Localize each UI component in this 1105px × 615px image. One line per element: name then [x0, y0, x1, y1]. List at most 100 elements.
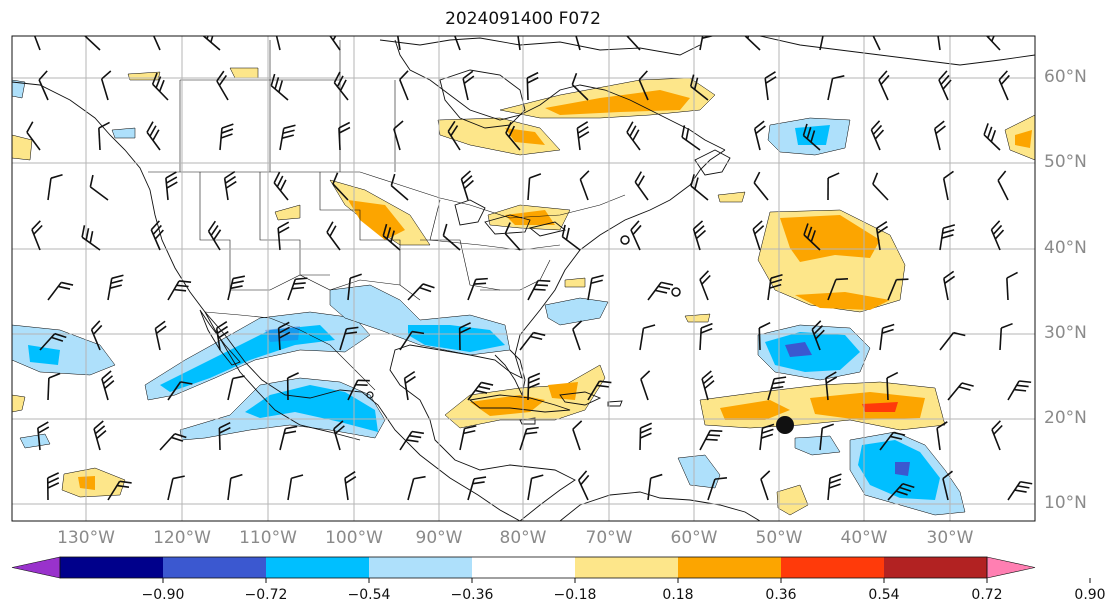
lat-lon-grid	[12, 36, 1035, 521]
puerto-rico	[607, 400, 623, 407]
wind-barb	[1006, 271, 1018, 301]
latitude-label: 40°N	[1044, 238, 1087, 258]
wind-barb	[811, 320, 825, 351]
wind-barb	[333, 420, 345, 451]
wind-barb	[347, 379, 370, 401]
colorbar-segment	[60, 557, 164, 578]
wind-barb	[803, 223, 821, 251]
map-frame	[11, 35, 1036, 522]
latitude-label: 10°N	[1044, 493, 1087, 513]
longitude-label: 60°W	[670, 528, 718, 548]
wind-barb	[579, 170, 590, 201]
wind-barb	[936, 36, 941, 51]
anomaly-region	[545, 90, 690, 115]
wind-barb	[333, 71, 349, 101]
state-border	[319, 172, 401, 285]
baja-california	[199, 309, 241, 366]
anomaly-region	[12, 134, 33, 161]
wind-barb	[151, 72, 169, 101]
colorbar-tick-label: −0.72	[244, 587, 288, 603]
anomaly-region	[794, 435, 841, 456]
wind-barb	[879, 431, 906, 451]
wind-barb-layer	[26, 36, 1033, 501]
wind-barb	[390, 173, 409, 201]
wind-barb	[527, 279, 551, 301]
state-border	[429, 199, 561, 251]
wind-barb	[990, 220, 1005, 251]
wind-barb	[218, 421, 231, 451]
wind-barb	[399, 330, 425, 351]
wind-barb	[38, 70, 49, 101]
wind-barb	[39, 332, 67, 351]
storm-center-marker	[776, 416, 794, 434]
anomaly-region	[274, 204, 301, 221]
wind-barb	[640, 370, 651, 401]
wind-barb	[984, 36, 1001, 51]
wind-barb	[227, 275, 246, 301]
wind-barb	[526, 71, 539, 101]
wind-barb	[382, 223, 401, 251]
wind-barb	[1007, 380, 1032, 401]
wind-barb	[154, 320, 167, 351]
wind-barb	[827, 75, 845, 101]
state-border	[230, 274, 421, 301]
wind-barb	[504, 222, 521, 251]
state-border	[199, 172, 231, 290]
anomaly-region	[505, 128, 545, 145]
wind-barb	[947, 382, 974, 401]
wind-barb	[286, 372, 299, 401]
wind-barb	[150, 36, 161, 51]
colorbar-tick-label: −0.36	[450, 587, 494, 603]
wind-barb	[398, 70, 409, 101]
wind-barb	[395, 36, 401, 51]
wind-barb	[227, 375, 245, 401]
hispaniola	[559, 391, 602, 406]
wind-barb	[150, 220, 164, 251]
wind-barb	[47, 372, 61, 401]
wind-barb	[93, 420, 107, 451]
south-america	[559, 491, 761, 521]
wind-barb	[146, 121, 161, 151]
anomaly-region	[111, 127, 136, 139]
longitude-label: 30°W	[926, 528, 974, 548]
wind-barb	[699, 429, 723, 451]
wind-barb	[764, 71, 777, 101]
wind-barb	[89, 174, 109, 201]
anomaly-region	[544, 297, 609, 326]
colorbar-tick-label: −0.54	[347, 587, 391, 603]
anomaly-region	[548, 382, 578, 400]
wind-barb	[519, 331, 546, 351]
colorbar-tick-label: −0.18	[553, 587, 597, 603]
wind-barb	[572, 420, 583, 451]
great-lakes	[454, 199, 486, 226]
wind-barb	[943, 270, 956, 301]
wind-barb	[647, 281, 674, 301]
arctic-islands	[379, 37, 701, 56]
wind-barb	[561, 224, 581, 251]
wind-barb	[338, 121, 351, 151]
colorbar-tick-label: 0.90	[1074, 587, 1105, 603]
wind-barb	[942, 170, 954, 201]
wind-barb	[933, 120, 946, 151]
great-lakes	[484, 214, 531, 235]
anomaly-region	[776, 484, 809, 516]
wind-barb	[634, 171, 649, 201]
wind-barb	[573, 36, 581, 51]
anomaly-region	[677, 454, 721, 489]
anomaly-region	[1015, 130, 1032, 148]
wind-barb	[458, 322, 471, 351]
wind-barb	[939, 331, 966, 351]
wind-barb	[90, 320, 103, 351]
anomaly-region	[28, 345, 60, 365]
wind-barb	[827, 172, 840, 201]
map-title: 2024091400 F072	[445, 9, 601, 29]
wind-barb	[638, 70, 649, 101]
wind-barb	[872, 172, 889, 201]
wind-barb	[37, 421, 50, 451]
wind-barb	[287, 277, 308, 301]
wind-barb	[107, 274, 124, 301]
wind-barb	[639, 324, 656, 351]
wind-barb	[760, 470, 771, 501]
wind-barb	[81, 225, 101, 251]
wind-barb	[639, 422, 652, 451]
